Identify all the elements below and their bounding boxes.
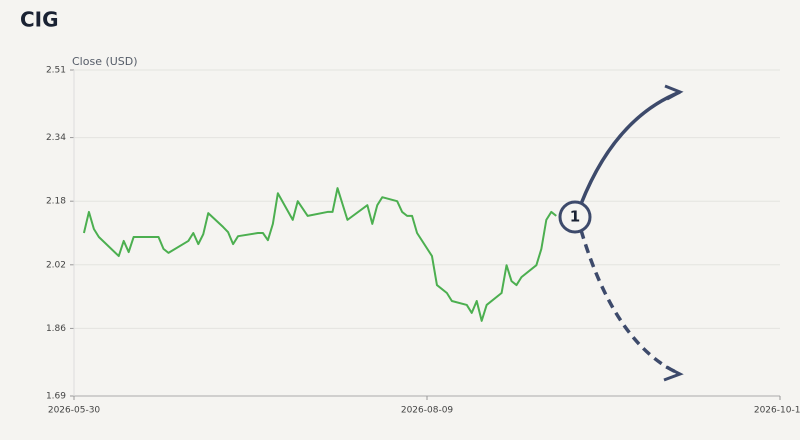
y-tick-label: 1.69 <box>46 392 66 402</box>
up-arrow <box>579 90 681 205</box>
annotation-label: 1 <box>570 208 580 226</box>
y-tick-label: 1.86 <box>46 324 66 334</box>
y-tick-label: 2.51 <box>46 66 66 76</box>
chart-title: CIG <box>20 8 59 32</box>
plot-area: 1.69 1.86 2.02 2.18 2.34 2.51 2026-05-30 2026-0… <box>46 66 800 416</box>
x-tick-label: 2026-10-19 <box>754 406 800 416</box>
down-arrow <box>579 229 681 376</box>
y-axis-label: Close (USD) <box>72 55 138 68</box>
up-arrow-head <box>664 84 684 101</box>
annotation-circle <box>558 200 592 234</box>
y-tick-label: 2.02 <box>46 260 66 270</box>
x-tick-label: 2026-05-30 <box>48 406 101 416</box>
y-tick-label: 2.34 <box>46 133 66 143</box>
y-tick-label: 2.18 <box>46 197 66 207</box>
price-line <box>82 187 557 322</box>
down-arrow-head <box>663 365 684 382</box>
x-tick-label: 2026-08-09 <box>401 406 454 416</box>
